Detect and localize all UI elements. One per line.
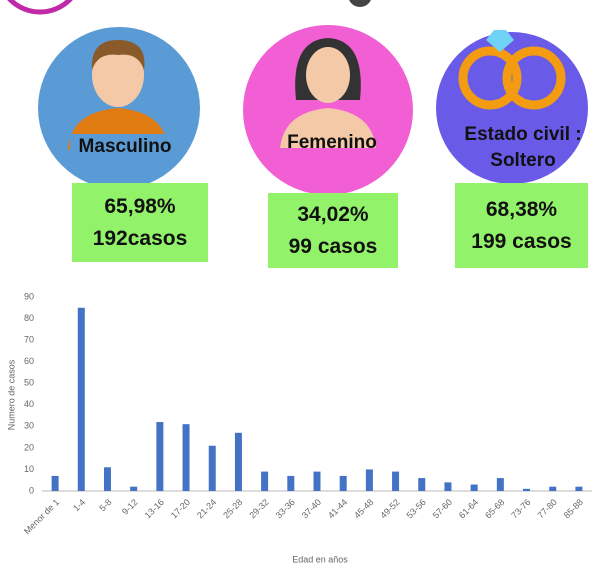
bar <box>78 308 85 491</box>
bar <box>183 424 190 491</box>
bar <box>497 478 504 491</box>
x-tick-label: 77-80 <box>535 497 558 520</box>
bar <box>549 487 556 491</box>
x-tick-label: 13-16 <box>143 497 166 520</box>
x-tick-label: 21-24 <box>195 497 218 520</box>
x-tick-label: 73-76 <box>509 497 532 520</box>
x-tick-label: 25-28 <box>221 497 244 520</box>
bar <box>392 472 399 491</box>
x-tick-label: 9-12 <box>120 497 140 517</box>
x-tick-label: 37-40 <box>300 497 323 520</box>
y-axis-title: Numero de casos <box>6 359 16 430</box>
bar <box>366 469 373 491</box>
bar <box>52 476 59 491</box>
x-axis-title: Edad en años <box>292 554 348 564</box>
y-tick-label: 20 <box>24 442 34 452</box>
bar <box>261 472 268 491</box>
bar <box>209 446 216 491</box>
bar <box>523 489 530 491</box>
x-tick-label: 53-56 <box>404 497 427 520</box>
bar <box>444 482 451 491</box>
bar <box>575 487 582 491</box>
bar <box>235 433 242 491</box>
y-tick-label: 40 <box>24 399 34 409</box>
x-tick-label: 61-64 <box>457 497 480 520</box>
x-tick-label: 33-36 <box>274 497 297 520</box>
bar <box>156 422 163 491</box>
bar <box>104 467 111 491</box>
x-tick-label: 1-4 <box>71 497 87 513</box>
x-tick-label: 65-68 <box>483 497 506 520</box>
y-tick-label: 80 <box>24 313 34 323</box>
y-tick-label: 60 <box>24 356 34 366</box>
bar <box>314 472 321 491</box>
bar <box>287 476 294 491</box>
x-tick-label: 85-88 <box>562 497 585 520</box>
bar <box>340 476 347 491</box>
y-tick-label: 70 <box>24 334 34 344</box>
bar <box>418 478 425 491</box>
y-tick-label: 50 <box>24 378 34 388</box>
x-tick-label: Menor de 1 <box>22 497 61 536</box>
x-tick-label: 41-44 <box>326 497 349 520</box>
x-tick-label: 17-20 <box>169 497 192 520</box>
chart: Numero de casos Edad en años 0 10 20 30 40 50… <box>0 0 601 575</box>
x-tick-label: 29-32 <box>247 497 270 520</box>
bar <box>130 487 137 491</box>
x-tick-label: 57-60 <box>431 497 454 520</box>
y-tick-label: 30 <box>24 421 34 431</box>
x-tick-label: 49-52 <box>378 497 401 520</box>
x-tick-label: 5-8 <box>97 497 113 513</box>
x-tick-label: 45-48 <box>352 497 375 520</box>
page: Masculino Femenino Estado civil : Solter… <box>0 0 601 575</box>
y-tick-label: 10 <box>24 464 34 474</box>
y-tick-label: 90 <box>24 291 34 301</box>
bar <box>471 485 478 491</box>
y-tick-label: 0 <box>29 485 34 495</box>
